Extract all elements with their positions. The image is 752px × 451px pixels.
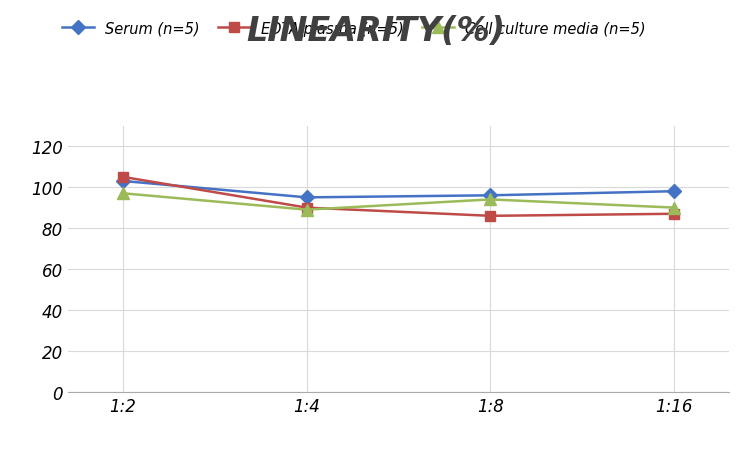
- Cell culture media (n=5): [486, 197, 495, 202]
- Text: LINEARITY(%): LINEARITY(%): [247, 15, 505, 48]
- Serum (n=5): [118, 179, 127, 184]
- Cell culture media (n=5): [302, 207, 311, 213]
- EDTA plasma (n=5): [670, 212, 679, 217]
- EDTA plasma (n=5): [302, 206, 311, 211]
- EDTA plasma (n=5): [118, 175, 127, 180]
- Serum (n=5): [302, 195, 311, 201]
- Serum (n=5): [486, 193, 495, 198]
- Line: Serum (n=5): Serum (n=5): [118, 177, 679, 203]
- EDTA plasma (n=5): [486, 214, 495, 219]
- Serum (n=5): [670, 189, 679, 194]
- Cell culture media (n=5): [670, 206, 679, 211]
- Cell culture media (n=5): [118, 191, 127, 197]
- Line: Cell culture media (n=5): Cell culture media (n=5): [117, 188, 680, 216]
- Legend: Serum (n=5), EDTA plasma (n=5), Cell culture media (n=5): Serum (n=5), EDTA plasma (n=5), Cell cul…: [62, 22, 646, 37]
- Line: EDTA plasma (n=5): EDTA plasma (n=5): [118, 173, 679, 221]
